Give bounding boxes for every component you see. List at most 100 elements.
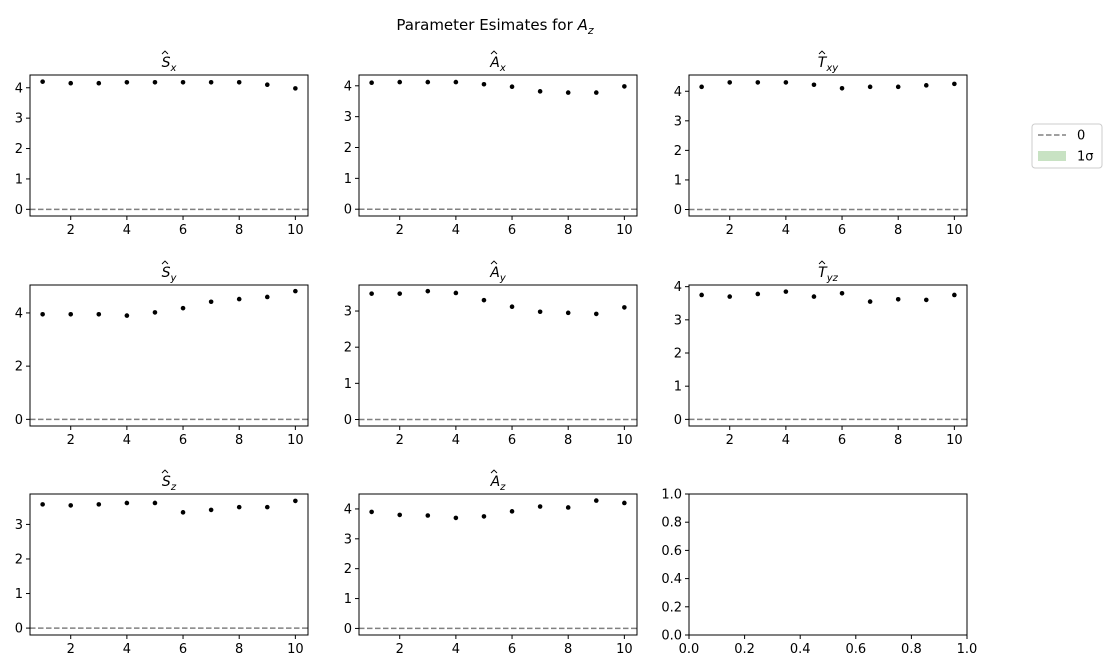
data-point [40,79,45,84]
x-tick-label: 4 [123,433,131,448]
axes-frame [358,284,638,427]
x-tick-label: 8 [564,642,572,657]
data-point [811,82,817,88]
axes-frame [358,74,638,217]
x-tick-label: 8 [894,223,902,238]
data-point [180,79,186,85]
y-tick-label: 0 [344,622,352,637]
data-point [699,84,704,90]
x-tick-label: 6 [838,433,846,448]
x-tick-label: 0.8 [901,642,922,657]
data-point [622,500,627,506]
data-point [783,289,789,294]
y-tick-label: 0.4 [661,572,682,587]
y-tick-label: 3 [15,518,23,533]
x-tick-label: 2 [726,223,734,238]
data-point [264,294,270,300]
x-tick-label: 10 [287,223,304,238]
subplot-5: 0 1 2 3 2 4 6 8 10 Ay [344,260,638,448]
data-point [264,82,270,88]
y-tick-label: 1 [344,377,352,392]
axes-frame [29,493,309,636]
x-tick-label: 6 [179,223,187,238]
data-point [397,291,403,296]
x-tick-label: 4 [782,433,790,448]
y-tick-label: 2 [15,142,23,157]
x-tick-label: 2 [67,433,75,448]
x-tick-label: 6 [508,433,516,448]
y-tick-label: 3 [674,313,682,328]
subplot-4: 0 2 4 2 4 6 8 10 Sy [15,260,309,448]
data-point [453,290,459,296]
data-point [727,80,733,85]
data-point [727,294,733,299]
data-point [481,81,487,87]
y-tick-label: 4 [344,502,352,517]
data-point [895,296,901,302]
x-tick-label: 10 [287,433,304,448]
data-point [68,503,74,508]
x-tick-label: 2 [726,433,734,448]
data-point [839,290,845,296]
data-point [453,515,459,521]
y-tick-label: 2 [674,347,682,362]
x-tick-label: 6 [179,433,187,448]
data-point [425,513,431,518]
y-tick-label: 2 [674,144,682,159]
y-tick-label: 0 [674,203,682,218]
y-tick-label: 1 [674,173,682,188]
y-tick-label: 3 [344,305,352,320]
x-tick-label: 10 [287,642,304,657]
y-tick-label: 0.0 [661,629,682,644]
data-point [699,292,704,298]
y-tick-label: 0.6 [661,544,682,559]
x-tick-label: 8 [564,223,572,238]
data-point [180,510,186,515]
x-tick-label: 10 [616,642,633,657]
y-tick-label: 0 [344,413,352,428]
data-point [839,86,845,91]
data-point [397,512,403,518]
x-tick-label: 0.6 [845,642,866,657]
data-point [867,299,873,304]
data-point [565,90,571,95]
data-point [537,504,543,509]
hat-accent [161,50,169,55]
data-point [537,89,543,94]
subplot-title: Ay [489,265,507,284]
y-tick-label: 0.8 [661,516,682,531]
data-point [425,288,431,294]
x-tick-label: 6 [508,223,516,238]
y-tick-label: 1 [674,380,682,395]
x-tick-label: 2 [67,642,75,657]
x-tick-label: 4 [452,223,460,238]
y-tick-label: 3 [15,112,23,127]
y-tick-label: 4 [344,79,352,94]
y-tick-label: 1 [344,592,352,607]
y-tick-label: 0 [344,203,352,218]
data-point [952,292,957,298]
data-point [124,79,130,85]
x-tick-label: 8 [894,433,902,448]
data-point [622,84,627,89]
x-tick-label: 6 [508,642,516,657]
x-tick-label: 4 [123,642,131,657]
data-point [96,80,102,86]
data-point [453,79,459,85]
y-tick-label: 1 [344,172,352,187]
subplot-title: Ax [489,55,506,74]
data-point [425,79,431,85]
data-point [236,296,242,302]
data-point [264,504,270,510]
subplot-title: Sy [162,265,178,284]
y-tick-label: 1 [15,172,23,187]
y-tick-label: 2 [15,360,23,375]
subplot-6: 0 1 2 3 4 2 4 6 8 10 Tyz [674,260,968,448]
subplot-title: Sz [162,474,177,493]
data-point [152,310,158,315]
data-point [565,505,571,510]
data-point [369,291,374,296]
data-point [481,514,487,519]
y-tick-label: 0 [674,413,682,428]
